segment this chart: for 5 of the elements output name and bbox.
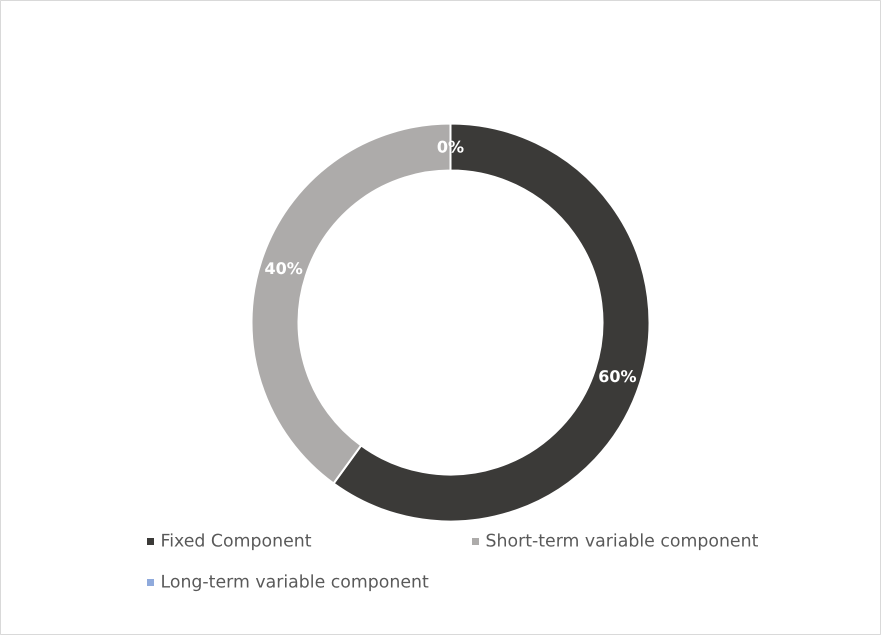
legend-label: Short-term variable component: [486, 532, 759, 552]
data-label: 40%: [264, 258, 303, 278]
data-label: 60%: [598, 367, 637, 386]
legend-label: Long-term variable component: [160, 572, 429, 592]
legend-label: Fixed Component: [160, 532, 312, 552]
